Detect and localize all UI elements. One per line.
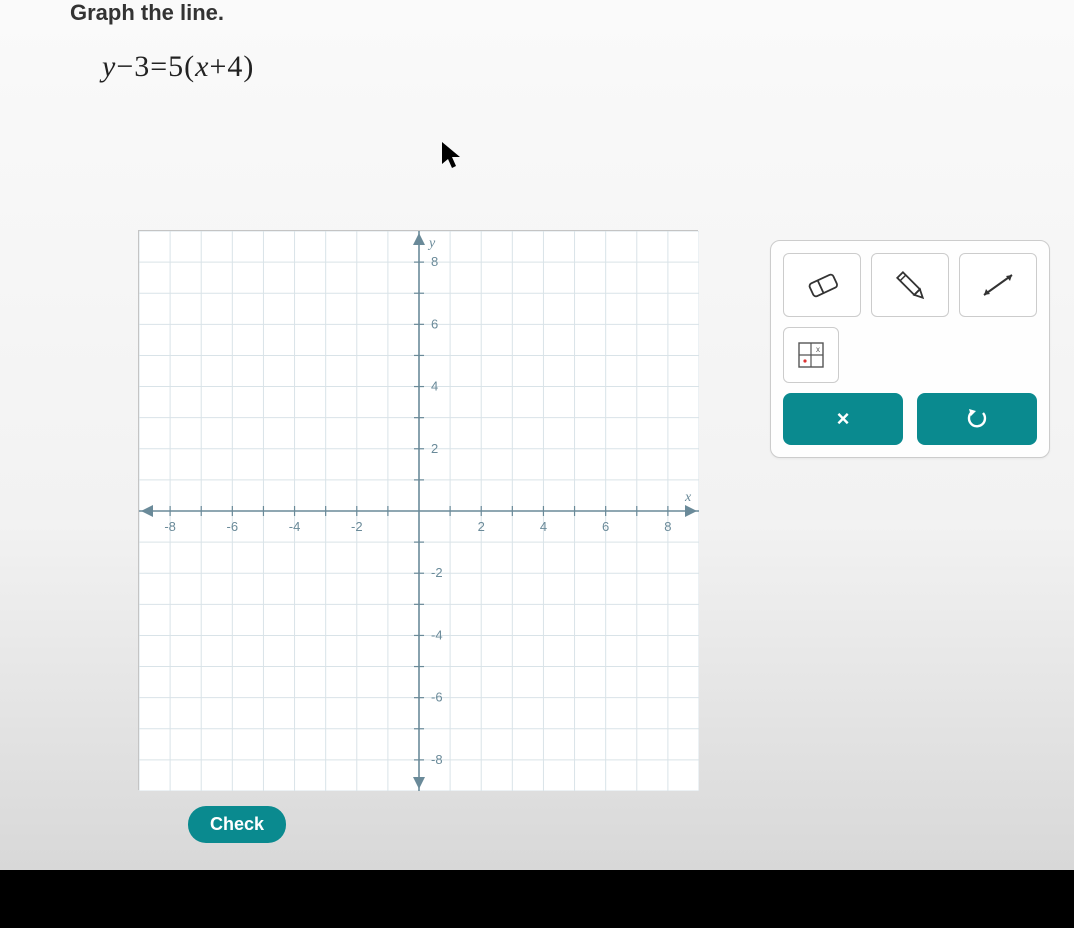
app-screen: Graph the line. y−3=5(x+4) -8 -6 -4 -2 2 4 6 8 -… <box>0 0 1074 870</box>
svg-text:-8: -8 <box>431 752 443 767</box>
svg-text:4: 4 <box>540 519 547 534</box>
eraser-icon <box>802 269 842 301</box>
svg-text:x: x <box>684 490 692 505</box>
point-grid-tool-button[interactable]: x <box>783 327 839 383</box>
svg-text:6: 6 <box>602 519 609 534</box>
svg-text:6: 6 <box>431 316 438 331</box>
svg-text:x: x <box>816 345 820 354</box>
line-icon <box>978 269 1018 301</box>
svg-text:-8: -8 <box>164 519 176 534</box>
cartesian-grid[interactable]: -8-6-4-22468-8-6-4-22468xy <box>139 231 699 791</box>
action-row: × <box>783 393 1037 445</box>
check-button[interactable]: Check <box>188 806 286 843</box>
svg-text:-6: -6 <box>431 690 443 705</box>
equation-text: y−3=5(x+4) <box>102 50 1074 84</box>
svg-text:4: 4 <box>431 379 438 394</box>
instruction-text: Graph the line. <box>70 0 1074 26</box>
pencil-icon <box>890 269 930 301</box>
tool-row-2: x <box>783 327 1037 383</box>
toolbox-panel: x × <box>770 240 1050 458</box>
svg-text:-6: -6 <box>227 519 239 534</box>
point-grid-icon: x <box>795 339 827 371</box>
tool-row-1 <box>783 253 1037 317</box>
svg-text:8: 8 <box>431 254 438 269</box>
svg-text:y: y <box>427 236 436 251</box>
svg-text:8: 8 <box>664 519 671 534</box>
svg-text:-4: -4 <box>289 519 301 534</box>
pencil-tool-button[interactable] <box>871 253 949 317</box>
eraser-tool-button[interactable] <box>783 253 861 317</box>
close-icon: × <box>837 406 850 432</box>
mouse-cursor-icon <box>440 140 464 170</box>
svg-text:-4: -4 <box>431 627 443 642</box>
svg-text:-2: -2 <box>351 519 363 534</box>
reset-button[interactable] <box>917 393 1037 445</box>
line-tool-button[interactable] <box>959 253 1037 317</box>
graph-area[interactable]: -8-6-4-22468-8-6-4-22468xy <box>138 230 698 790</box>
svg-text:2: 2 <box>478 519 485 534</box>
check-button-label: Check <box>210 814 264 834</box>
svg-text:-2: -2 <box>431 565 443 580</box>
question-area: Graph the line. y−3=5(x+4) <box>70 0 1074 84</box>
clear-button[interactable]: × <box>783 393 903 445</box>
undo-icon <box>965 407 989 431</box>
svg-text:2: 2 <box>431 441 438 456</box>
